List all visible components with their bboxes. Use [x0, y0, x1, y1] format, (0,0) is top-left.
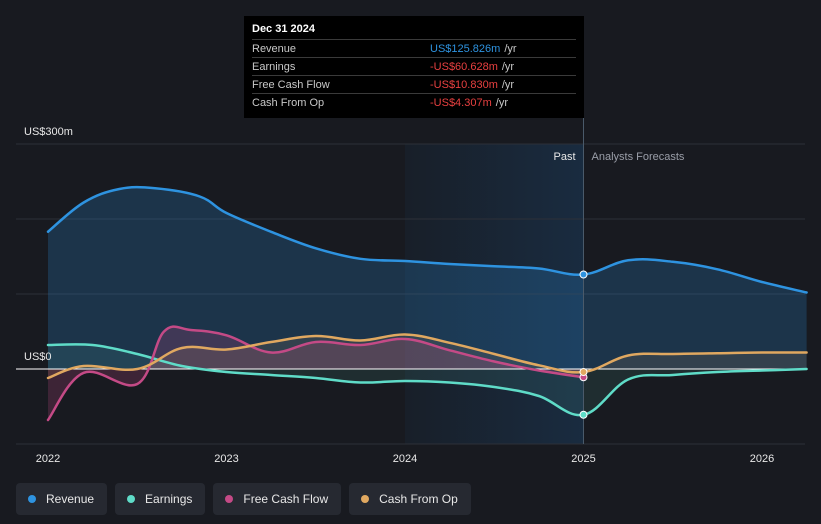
- legend-item-earnings[interactable]: Earnings: [115, 483, 206, 515]
- earnings-marker: [579, 410, 588, 419]
- tooltip-label: Earnings: [252, 60, 296, 73]
- tooltip-date: Dec 31 2024: [252, 23, 315, 35]
- revenue-marker: [579, 270, 588, 279]
- tooltip-label: Free Cash Flow: [252, 78, 330, 91]
- legend-label: Revenue: [46, 492, 95, 506]
- x-tick-label: 2026: [750, 453, 774, 465]
- x-tick-label: 2024: [393, 453, 417, 465]
- legend-item-revenue[interactable]: Revenue: [16, 483, 108, 515]
- legend-dot-icon: [28, 495, 36, 503]
- legend-label: Earnings: [145, 492, 193, 506]
- legend-dot-icon: [225, 495, 234, 503]
- tooltip-row-earnings: Earnings -US$60.628m /yr: [252, 57, 576, 75]
- series-markers: [579, 270, 588, 419]
- tooltip-label: Cash From Op: [252, 96, 325, 109]
- cfo-marker: [579, 368, 588, 376]
- legend-item-cash-from-op[interactable]: Cash From Op: [349, 483, 471, 515]
- y-tick-label: US$300m: [24, 126, 73, 138]
- tooltip-row-fcf: Free Cash Flow -US$10.830m /yr: [252, 75, 576, 93]
- tooltip-unit: /yr: [504, 42, 517, 55]
- legend-dot-icon: [361, 495, 370, 503]
- legend-label: Cash From Op: [379, 492, 458, 506]
- series-lines: [46, 185, 808, 422]
- tooltip-value: -US$60.628m: [430, 60, 498, 73]
- legend: Revenue Earnings Free Cash Flow Cash Fro…: [16, 483, 471, 515]
- y-tick-label: US$0: [24, 351, 52, 363]
- tooltip-value: -US$4.307m: [430, 96, 492, 109]
- tooltip-unit: /yr: [495, 96, 508, 109]
- tooltip-value: US$125.826m: [430, 42, 501, 55]
- x-tick-label: 2022: [36, 453, 60, 465]
- fcf-area: [48, 326, 584, 420]
- cfo-line: [46, 333, 808, 380]
- past-label: Past: [553, 151, 575, 163]
- x-tick-label: 2023: [214, 453, 238, 465]
- gridlines: [16, 143, 805, 445]
- cfo-area: [48, 334, 807, 378]
- tooltip-unit: /yr: [501, 60, 515, 73]
- x-tick-label: 2025: [571, 453, 595, 465]
- earnings-line: [46, 343, 808, 417]
- tooltip-row-revenue: Revenue US$125.826m /yr: [252, 39, 576, 57]
- legend-dot-icon: [127, 495, 136, 503]
- series-areas: [48, 187, 807, 420]
- earnings-area: [48, 344, 807, 416]
- tooltip-label: Revenue: [252, 42, 297, 55]
- revenue-area: [48, 187, 807, 369]
- x-axis-labels: 2022 2023 2024 2025 2026: [36, 453, 774, 465]
- legend-label: Free Cash Flow: [243, 492, 329, 506]
- legend-item-free-cash-flow[interactable]: Free Cash Flow: [213, 483, 342, 515]
- fcf-line: [46, 325, 585, 422]
- tooltip: Dec 31 2024 Revenue US$125.826m /yr Earn…: [244, 16, 584, 118]
- tooltip-unit: /yr: [501, 78, 515, 91]
- tooltip-value: -US$10.830m: [430, 78, 498, 91]
- tooltip-row-cfo: Cash From Op -US$4.307m /yr: [252, 93, 576, 111]
- forecast-label: Analysts Forecasts: [592, 151, 685, 163]
- revenue-line: [46, 185, 808, 294]
